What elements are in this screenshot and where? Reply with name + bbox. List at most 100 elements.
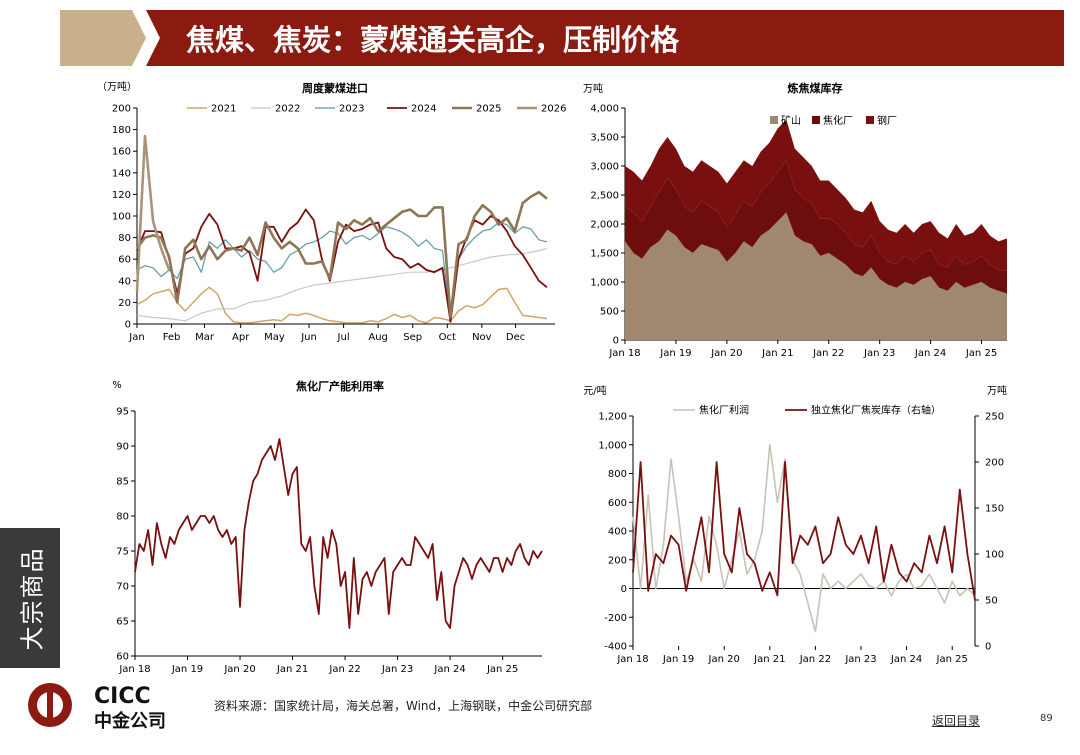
line-series-6 [135,134,171,292]
y-tick-label: 4,000 [590,104,619,115]
x-tick-label: Jul [337,332,350,343]
x-tick-label: Jan 20 [708,654,740,665]
x-tick-label: Jan 21 [276,664,308,675]
legend-label: 2026 [541,104,566,115]
x-tick-label: Jan 22 [812,348,844,359]
y-right-tick-label: 100 [985,550,1004,561]
chart-coking-profit-and-coke-inventory: 元/吨 -400 -200 0 200 400 600 800 1,000 1,200 0 50 100… [583,384,1007,665]
x-tick-label: Jan 19 [659,348,691,359]
y-tick-label: 90 [116,442,129,453]
x-tick-label: Nov [472,332,492,343]
x-tick-label: Jan 18 [118,664,150,675]
x-tick-label: Jan 18 [608,348,640,359]
chart-weekly-mongolian-coal-imports: 周度蒙煤进口 （万吨） 0 20 40 60 80 100 120 140 160 180 200 Jan… [97,80,566,343]
y-tick-label: 75 [116,547,129,558]
y-tick-label: 0 [621,584,627,595]
back-to-contents-link[interactable]: 返回目录 [932,714,981,728]
x-tick-label: Sep [403,332,422,343]
area-series-1 [625,212,1007,340]
y-right-tick-label: 200 [985,458,1004,469]
x-tick-label: Jan 21 [761,348,793,359]
y-tick-label: 1,000 [590,278,619,289]
x-tick-label: Aug [368,332,388,343]
legend-label: 钢厂 [877,114,897,127]
legend-label: 2021 [211,104,236,115]
y-tick-label: 1,500 [590,249,619,260]
y-tick-label: 800 [608,469,627,480]
x-tick-label: Jan 18 [616,654,648,665]
x-tick-label: May [264,332,285,343]
legend-label: 焦化厂 [823,114,853,127]
y-tick-label: 1,200 [598,412,627,423]
y-tick-label: 100 [112,212,131,223]
page-title: 焦煤、焦炭：蒙煤通关高企，压制价格 [186,23,680,57]
logo-text-en: CICC [94,684,151,709]
legend-label: 2024 [411,104,436,115]
header-banner: 焦煤、焦炭：蒙煤通关高企，压制价格 [60,10,1064,66]
x-tick-label: Jan 19 [171,664,203,675]
y-tick-label: 3,000 [590,162,619,173]
x-tick-label: Dec [506,332,525,343]
x-tick-label: Jan 20 [223,664,255,675]
line-series-3 [136,221,548,320]
legend-label: 独立焦化厂焦炭库存（右轴） [811,404,941,417]
y-tick-label: 0 [613,336,619,347]
line-series-4 [136,208,548,323]
y-tick-label: 80 [118,233,131,244]
line-series-1 [632,444,976,633]
legend-swatch [866,116,874,124]
x-tick-label: Jan 25 [965,348,997,359]
legend-swatch [770,116,778,124]
side-category-tab[interactable]: 大宗商品 [0,528,60,668]
area-series-3 [625,119,1007,271]
legend-label: 矿山 [781,114,801,127]
y-tick-label: 2,500 [590,191,619,202]
y-tick-label: 0 [125,320,131,331]
logo-text-cn: 中金公司 [94,710,166,732]
legend-label: 2025 [476,104,501,115]
x-tick-label: Jan 25 [486,664,518,675]
y-tick-label: -200 [604,613,627,624]
y-tick-label: 180 [112,125,131,136]
legend-swatch [812,116,820,124]
chart-title: 周度蒙煤进口 [302,81,368,95]
y-right-tick-label: 250 [985,412,1004,423]
banner-chevron [60,10,146,66]
y-axis-unit-label: （万吨） [97,80,137,93]
y-tick-label: 65 [116,617,129,628]
x-tick-label: Feb [163,332,181,343]
x-tick-label: Jan 19 [662,654,694,665]
legend-label: 2022 [275,104,300,115]
y-right-tick-label: 50 [985,596,998,607]
chart-coking-coal-inventory: 炼焦煤库存 万吨 0 500 1,000 1,500 2,000 2,500 3,000 3,50… [583,81,1007,359]
legend-label: 焦化厂利润 [699,404,749,417]
y-tick-label: 200 [608,555,627,566]
area-series-2 [625,160,1007,294]
y-right-tick-label: 0 [985,642,991,653]
x-tick-label: Jun [300,332,317,343]
line-series-2 [136,247,548,322]
x-tick-label: Jan 24 [890,654,922,665]
y-tick-label: 600 [608,498,627,509]
y-tick-label: 60 [118,255,131,266]
x-tick-label: Jan 23 [863,348,895,359]
y-tick-label: 1,000 [598,440,627,451]
x-tick-label: Jan [128,332,144,343]
page-number: 89 [1040,713,1053,724]
legend-label: 2023 [339,104,364,115]
y-tick-label: 80 [116,512,129,523]
chart-title: 炼焦煤库存 [788,81,843,95]
x-tick-label: Apr [232,332,250,343]
y-axis-right-unit-label: 万吨 [987,384,1007,397]
x-tick-label: Jan 24 [914,348,946,359]
banner-bar [146,10,1064,66]
x-tick-label: Jan 25 [936,654,968,665]
y-tick-label: 40 [118,276,131,287]
y-tick-label: 60 [116,652,129,663]
line-series-1 [134,438,543,629]
cicc-logo: CICC 中金公司 [28,683,166,732]
chart-title: 焦化厂产能利用率 [295,379,384,393]
line-series-1 [136,286,548,324]
chart-coking-plant-utilization: 焦化厂产能利用率% 60 65 70 75 80 85 90 95 Jan 18 Jan 19 Jan… [112,379,543,675]
y-tick-label: 2,000 [590,220,619,231]
